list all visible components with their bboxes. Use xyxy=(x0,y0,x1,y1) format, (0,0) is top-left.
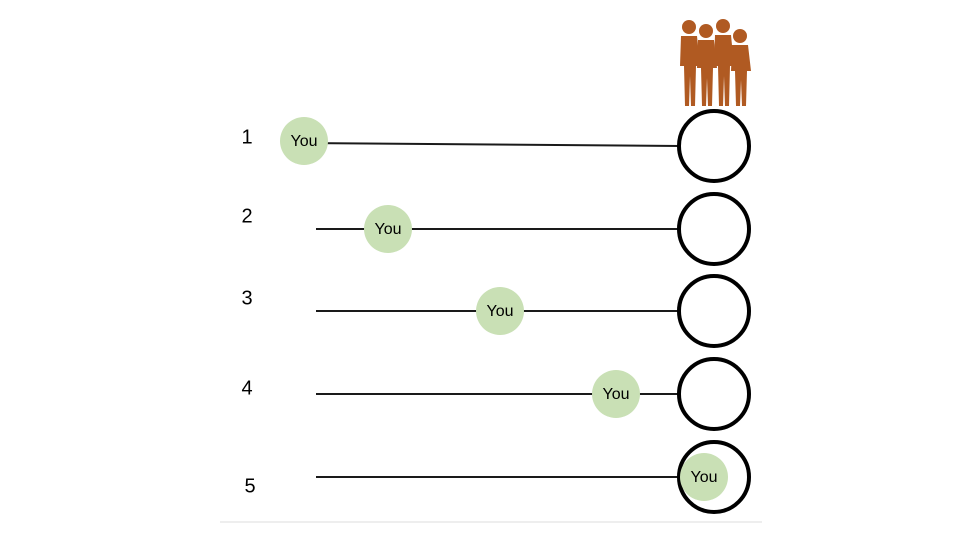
you-label: You xyxy=(375,221,402,238)
you-circle xyxy=(280,117,328,165)
diagram-row-5: 5 You xyxy=(244,440,751,514)
group-circle xyxy=(677,109,751,183)
person-head xyxy=(716,19,730,33)
you-circle xyxy=(592,370,640,418)
you-label: You xyxy=(291,133,318,150)
person-head xyxy=(682,20,696,34)
person-body xyxy=(697,40,717,106)
person-body xyxy=(680,36,700,106)
row-number-label: 3 xyxy=(241,287,252,309)
diagram-row-3: 3 You xyxy=(241,274,751,348)
row-number-label: 1 xyxy=(241,126,252,148)
you-label: You xyxy=(691,469,718,486)
row-number-label: 5 xyxy=(244,475,255,497)
person-head xyxy=(733,29,747,43)
row-number-label: 2 xyxy=(241,205,252,227)
connector-line xyxy=(299,142,681,147)
group-of-people-silhouette-icon xyxy=(680,19,751,106)
person-head xyxy=(699,24,713,38)
group-circle xyxy=(677,192,751,266)
person-body xyxy=(714,35,734,106)
person-body xyxy=(731,45,751,106)
you-circle xyxy=(364,205,412,253)
diagram-row-2: 2 You xyxy=(241,192,751,266)
you-circle xyxy=(680,453,728,501)
you-label: You xyxy=(603,386,630,403)
row-number-label: 4 xyxy=(241,377,252,399)
diagram-row-4: 4 You xyxy=(241,357,751,431)
you-circle xyxy=(476,287,524,335)
diagram-row-1: 1 You xyxy=(241,109,751,183)
group-circle xyxy=(677,274,751,348)
group-circle xyxy=(677,357,751,431)
you-label: You xyxy=(487,303,514,320)
